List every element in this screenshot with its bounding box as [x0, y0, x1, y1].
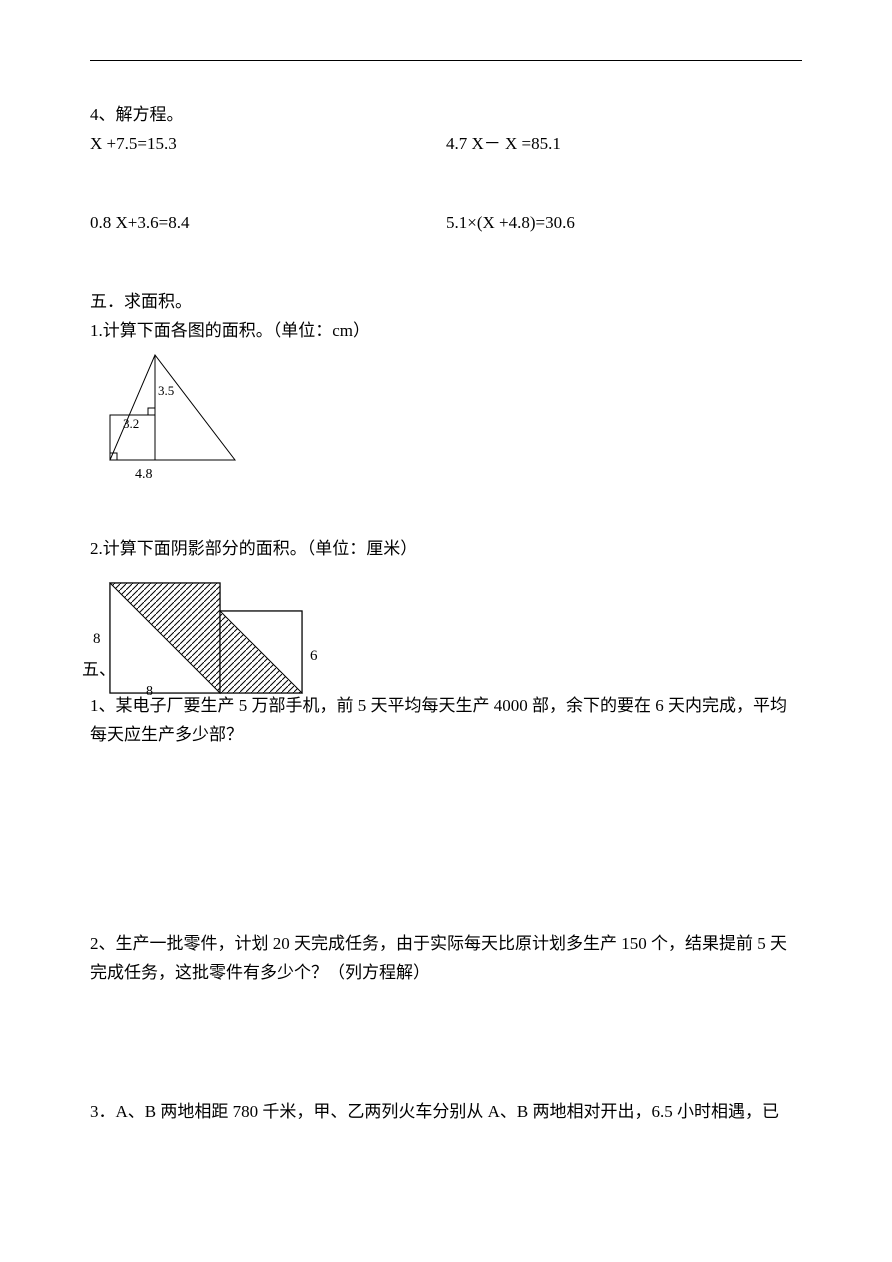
q4-eq2-right: 5.1×(X +4.8)=30.6 — [446, 209, 802, 238]
page-top-rule — [90, 60, 802, 61]
q4-eq1-left: X +7.5=15.3 — [90, 130, 446, 159]
word-problem-3: 3．A、B 两地相距 780 千米，甲、乙两列火车分别从 A、B 两地相对开出，… — [90, 1098, 802, 1127]
svg-text:3.2: 3.2 — [123, 416, 139, 431]
svg-text:6: 6 — [310, 648, 318, 664]
question-4: 4、解方程。 X +7.5=15.3 4.7 X－ X =85.1 0.8 X+… — [90, 101, 802, 238]
area-figure-1: 3.5 3.2 4.8 — [90, 345, 260, 485]
svg-text:8: 8 — [93, 631, 101, 647]
q4-eq2-left: 0.8 X+3.6=8.4 — [90, 209, 446, 238]
sec5-title: 五．求面积。 — [90, 288, 802, 317]
fig2-overlap-left: 五、 — [82, 656, 116, 685]
q4-title: 4、解方程。 — [90, 101, 802, 130]
word-problem-2: 2、生产一批零件，计划 20 天完成任务，由于实际每天比原计划多生产 150 个… — [90, 930, 802, 988]
word-problem-1: 1、某电子厂要生产 5 万部手机，前 5 天平均每天生产 4000 部，余下的要… — [90, 692, 802, 750]
area-figure-2-wrap: 8 6 五、 8 — [90, 578, 802, 698]
svg-text:3.5: 3.5 — [158, 383, 174, 398]
svg-text:4.8: 4.8 — [135, 467, 153, 482]
q4-eq1-right: 4.7 X－ X =85.1 — [446, 130, 802, 159]
area-figure-2: 8 6 — [90, 578, 340, 698]
section-5: 五．求面积。 1.计算下面各图的面积。（单位：cm） 3.5 3.2 4.8 2… — [90, 288, 802, 1127]
sec5-q2: 2.计算下面阴影部分的面积。（单位：厘米） — [90, 535, 802, 564]
fig2-overlap-inner: 8 — [146, 680, 153, 704]
sec5-q1: 1.计算下面各图的面积。（单位：cm） — [90, 317, 802, 346]
